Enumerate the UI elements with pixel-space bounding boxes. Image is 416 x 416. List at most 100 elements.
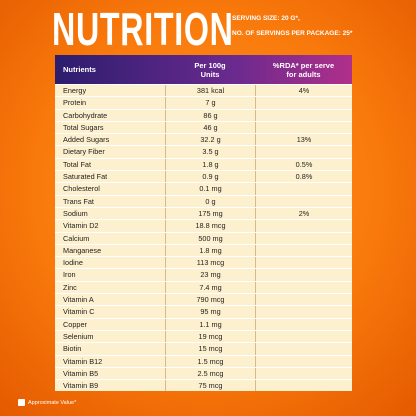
table-cell: Vitamin A (63, 295, 94, 305)
table-row: Calcium 500 mg (55, 231, 352, 244)
table-cell: 1.8 g (165, 158, 255, 171)
servings: NO. OF SERVINGS PER PACKAGE: 25* (232, 30, 353, 37)
table-cell (255, 306, 352, 318)
table-cell: Vitamin B9 (63, 381, 99, 391)
table-cell (255, 232, 352, 244)
table-cell: 7 g (165, 97, 255, 109)
table-cell: Cholesterol (63, 184, 100, 194)
table-cell (255, 244, 352, 257)
table-row: Selenium 19 mcg (55, 329, 352, 343)
table-row: Vitamin B12 1.5 mcg (55, 354, 352, 367)
table-cell (255, 257, 352, 269)
table-cell: 500 mg (165, 232, 255, 244)
table-cell: Total Sugars (63, 122, 104, 132)
table-cell: 15 mcg (165, 343, 255, 355)
table-cell: 19 mcg (165, 330, 255, 343)
table-cell: 3.5 g (165, 146, 255, 158)
table-cell: Zinc (63, 282, 77, 292)
table-row: Iodine 113 mcg (55, 256, 352, 269)
table-cell: 23 mg (165, 269, 255, 281)
table-row: Biotin 15 mcg (55, 342, 352, 355)
table-row: Vitamin A 790 mcg (55, 293, 352, 306)
table-cell: 7.4 mg (165, 281, 255, 294)
serving-size: SERVING SIZE: 20 G*, (232, 15, 300, 22)
table-cell: 13% (255, 134, 352, 146)
table-cell (255, 97, 352, 109)
nutrition-table: Nutrients Per 100g Units %RDA* per serve f… (55, 55, 352, 392)
column-header: %RDA* per serve for adults (272, 60, 335, 79)
table-cell: 18.8 mcg (165, 220, 255, 232)
table-row: Trans Fat 0 g (55, 194, 352, 207)
table-cell: 2% (255, 207, 352, 220)
table-row: Added Sugars 32.2 g 13% (55, 133, 352, 146)
table-cell: 32.2 g (165, 134, 255, 146)
title: NUTRITION (52, 3, 234, 55)
table-cell: 0.9 g (165, 171, 255, 183)
table-cell: Dietary Fiber (63, 147, 105, 157)
table-cell: 113 mcg (165, 257, 255, 269)
table-cell: 46 g (165, 121, 255, 134)
table-cell: Calcium (63, 233, 90, 243)
table-row: Manganese 1.8 mg (55, 243, 352, 257)
table-cell: Carbohydrate (63, 110, 108, 120)
table-cell: 0.5% (255, 158, 352, 171)
header-row: Nutrients Per 100g Units %RDA* per serve f… (55, 55, 352, 84)
table-cell: Selenium (63, 331, 94, 341)
table-cell: 0.1 mg (165, 183, 255, 195)
table-cell: 2.5 mcg (165, 367, 255, 380)
table-cell: Iron (63, 270, 76, 280)
table-cell: 381 kcal (165, 85, 255, 97)
table-row: Cholesterol 0.1 mg (55, 182, 352, 195)
table-cell: Energy (63, 86, 87, 95)
table-cell: 790 mcg (165, 294, 255, 306)
table-row: Energy 381 kcal 4% (55, 84, 352, 97)
table-row: Carbohydrate 86 g (55, 108, 352, 121)
table-cell (255, 281, 352, 294)
table-cell: Protein (63, 98, 87, 108)
footnote: Approximate Value* (28, 399, 77, 406)
table-row: Total Fat 1.8 g 0.5% (55, 157, 352, 171)
table-row: Vitamin D2 18.8 mcg (55, 219, 352, 232)
table-cell (255, 330, 352, 343)
table-row: Saturated Fat 0.9 g 0.8% (55, 170, 352, 183)
table-cell: 75 mcg (165, 380, 255, 392)
table-row: Total Sugars 46 g (55, 120, 352, 134)
table-cell (255, 380, 352, 392)
table-cell: 0 g (165, 195, 255, 207)
table-row: Iron 23 mg (55, 268, 352, 281)
table-row: Vitamin B9 75 mcg (55, 379, 352, 392)
table-cell (255, 220, 352, 232)
table-cell: Manganese (63, 245, 102, 255)
table-cell (255, 269, 352, 281)
table-cell (255, 146, 352, 158)
column-header: Per 100g Units (194, 60, 226, 79)
table-cell: 175 mg (165, 207, 255, 220)
table-cell: Added Sugars (63, 135, 110, 145)
table-cell: Vitamin D2 (63, 221, 99, 231)
table-cell (255, 343, 352, 355)
table-cell (255, 355, 352, 367)
table-row: Zinc 7.4 mg (55, 280, 352, 294)
table-cell (255, 183, 352, 195)
table-cell: 1.1 mg (165, 318, 255, 330)
table-cell: Vitamin C (63, 307, 95, 317)
table-row: Vitamin C 95 mg (55, 305, 352, 318)
table-cell: Saturated Fat (63, 172, 108, 182)
footnote-row: Approximate Value* (18, 399, 76, 406)
table-cell: 1.5 mcg (165, 355, 255, 367)
table-row: Sodium 175 mg 2% (55, 206, 352, 220)
table-cell: Total Fat (63, 159, 91, 169)
table-cell: 4% (255, 85, 352, 97)
table-cell: Trans Fat (63, 196, 94, 206)
table-cell (255, 121, 352, 134)
table-cell: Iodine (63, 258, 83, 268)
table-cell: Vitamin B12 (63, 356, 103, 366)
table-cell (255, 318, 352, 330)
column-header: Nutrients (63, 65, 96, 74)
table-cell: 0.8% (255, 171, 352, 183)
table-cell: Vitamin B5 (63, 368, 99, 378)
table-cell: 1.8 mg (165, 244, 255, 257)
table-cell (255, 109, 352, 121)
table-row: Dietary Fiber 3.5 g (55, 145, 352, 158)
